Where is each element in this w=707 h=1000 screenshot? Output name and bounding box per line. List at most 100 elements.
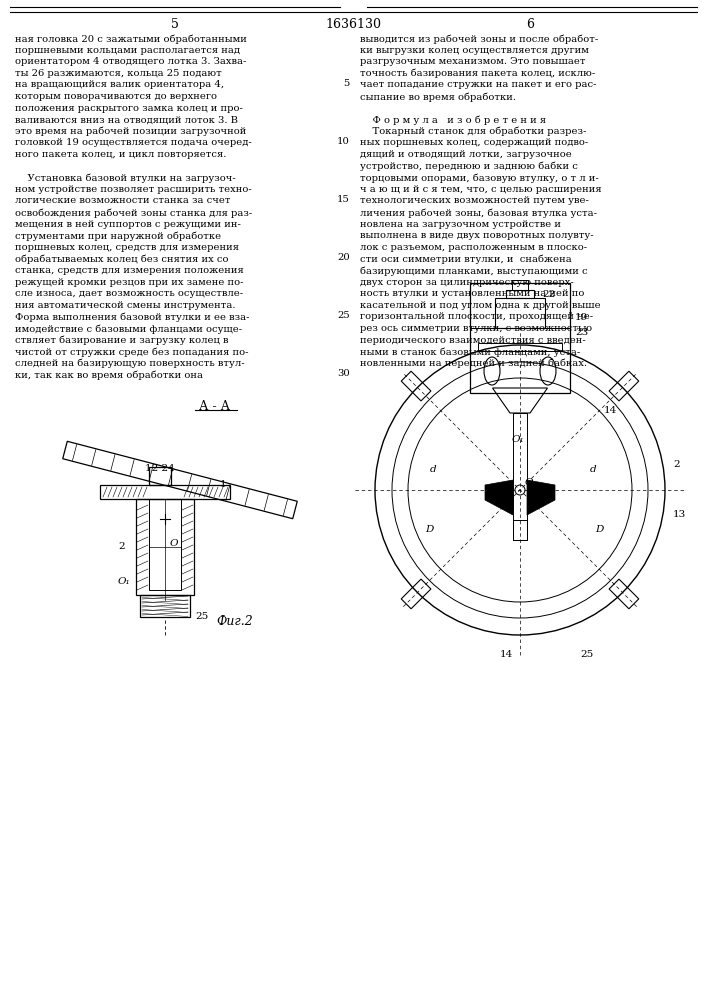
Bar: [140, 595, 190, 617]
Text: ки, так как во время обработки она: ки, так как во время обработки она: [15, 370, 203, 380]
Text: базирующими планками, выступающими с: базирующими планками, выступающими с: [360, 266, 588, 275]
Text: D: D: [425, 525, 433, 534]
Bar: [495, 298, 545, 328]
Text: технологических возможностей путем уве-: технологических возможностей путем уве-: [360, 196, 589, 205]
Text: сыпание во время обработки.: сыпание во время обработки.: [360, 92, 516, 102]
Text: ки выгрузки колец осуществляется другим: ки выгрузки колец осуществляется другим: [360, 46, 589, 55]
Text: 14: 14: [604, 406, 617, 415]
Text: 1636130: 1636130: [325, 18, 381, 31]
Text: 2: 2: [673, 460, 679, 469]
Text: разгрузочным механизмом. Это повышает: разгрузочным механизмом. Это повышает: [360, 57, 585, 66]
Text: ствляет базирование и загрузку колец в: ствляет базирование и загрузку колец в: [15, 336, 228, 345]
Text: O: O: [525, 478, 534, 487]
Text: сти оси симметрии втулки, и  снабжена: сти оси симметрии втулки, и снабжена: [360, 254, 572, 264]
Text: двух сторон за цилиндрическую поверх-: двух сторон за цилиндрическую поверх-: [360, 278, 574, 287]
Text: Форма выполнения базовой втулки и ее вза-: Форма выполнения базовой втулки и ее вза…: [15, 312, 250, 322]
Text: струментами при наружной обработке: струментами при наружной обработке: [15, 231, 221, 241]
Text: чистой от стружки среде без попадания по-: чистой от стружки среде без попадания по…: [15, 347, 248, 357]
Text: D: D: [595, 525, 603, 534]
Text: следней на базирующую поверхность втул-: следней на базирующую поверхность втул-: [15, 359, 245, 368]
Text: O₁: O₁: [512, 435, 525, 444]
Text: 2: 2: [118, 542, 124, 551]
Text: поршневых колец, средств для измерения: поршневых колец, средств для измерения: [15, 243, 239, 252]
Bar: [470, 283, 570, 393]
Text: 5: 5: [344, 79, 350, 88]
Bar: [100, 485, 230, 499]
Text: головкой 19 осуществляется подача очеред-: головкой 19 осуществляется подача очеред…: [15, 138, 252, 147]
Text: выводится из рабочей зоны и после обработ-: выводится из рабочей зоны и после обрабо…: [360, 34, 598, 43]
Text: 15: 15: [337, 195, 350, 204]
Text: Ф о р м у л а   и з о б р е т е н и я: Ф о р м у л а и з о б р е т е н и я: [360, 115, 546, 125]
Text: O: O: [170, 539, 178, 548]
Text: торцовыми опорами, базовую втулку, о т л и-: торцовыми опорами, базовую втулку, о т л…: [360, 173, 599, 183]
Text: А - А: А - А: [199, 400, 230, 413]
Text: ном устройстве позволяет расширить техно-: ном устройстве позволяет расширить техно…: [15, 185, 252, 194]
Text: d: d: [590, 465, 597, 474]
Text: устройство, переднюю и заднюю бабки с: устройство, переднюю и заднюю бабки с: [360, 162, 578, 171]
Bar: [512, 280, 528, 290]
Bar: [506, 290, 534, 298]
Text: периодического взаимодействия с введен-: периодического взаимодействия с введен-: [360, 336, 586, 345]
Polygon shape: [485, 480, 513, 515]
Bar: [149, 499, 181, 590]
Text: ность втулки и установленными на ней по: ность втулки и установленными на ней по: [360, 289, 585, 298]
Text: валиваются вниз на отводящий лоток 3. В: валиваются вниз на отводящий лоток 3. В: [15, 115, 238, 124]
Text: обрабатываемых колец без снятия их со: обрабатываемых колец без снятия их со: [15, 254, 228, 264]
Text: 6: 6: [526, 18, 534, 31]
Text: ч а ю щ и й с я тем, что, с целью расширения: ч а ю щ и й с я тем, что, с целью расшир…: [360, 185, 602, 194]
Bar: [149, 467, 171, 485]
Text: освобождения рабочей зоны станка для раз-: освобождения рабочей зоны станка для раз…: [15, 208, 252, 218]
Text: поршневыми кольцами располагается над: поршневыми кольцами располагается над: [15, 46, 240, 55]
Text: сле износа, дает возможность осуществле-: сле износа, дает возможность осуществле-: [15, 289, 243, 298]
Text: режущей кромки резцов при их замене по-: режущей кромки резцов при их замене по-: [15, 278, 243, 287]
Text: 5: 5: [171, 18, 179, 31]
Text: ния автоматической смены инструмента.: ния автоматической смены инструмента.: [15, 301, 235, 310]
Text: касательной и под углом одна к другой выше: касательной и под углом одна к другой вы…: [360, 301, 601, 310]
Text: 10: 10: [337, 137, 350, 146]
Text: 25: 25: [580, 650, 593, 659]
Text: чает попадание стружки на пакет и его рас-: чает попадание стружки на пакет и его ра…: [360, 80, 597, 89]
Bar: [136, 499, 194, 595]
Text: 30: 30: [337, 369, 350, 378]
Text: ного пакета колец, и цикл повторяется.: ного пакета колец, и цикл повторяется.: [15, 150, 226, 159]
Text: точность базирования пакета колец, исклю-: точность базирования пакета колец, исклю…: [360, 69, 595, 78]
Text: новленными на передней и задней бабках.: новленными на передней и задней бабках.: [360, 359, 587, 368]
Text: горизонтальной плоскости, проходящей че-: горизонтальной плоскости, проходящей че-: [360, 312, 593, 321]
Text: O₁: O₁: [118, 577, 131, 586]
Text: 25: 25: [195, 612, 209, 621]
Text: ная головка 20 с зажатыми обработанными: ная головка 20 с зажатыми обработанными: [15, 34, 247, 43]
Text: ных поршневых колец, содержащий подво-: ных поршневых колец, содержащий подво-: [360, 138, 588, 147]
Text: лок с разъемом, расположенным в плоско-: лок с разъемом, расположенным в плоско-: [360, 243, 587, 252]
Text: на вращающийся валик ориентатора 4,: на вращающийся валик ориентатора 4,: [15, 80, 224, 89]
Text: d: d: [430, 465, 437, 474]
Text: рез ось симметрии втулки, с возможностью: рез ось симметрии втулки, с возможностью: [360, 324, 592, 333]
Text: 12 24: 12 24: [145, 464, 175, 473]
Text: личения рабочей зоны, базовая втулка уста-: личения рабочей зоны, базовая втулка уст…: [360, 208, 597, 218]
Text: Фиг.2: Фиг.2: [216, 615, 253, 628]
Text: 23: 23: [575, 328, 588, 337]
Text: ориентатором 4 отводящего лотка 3. Захва-: ориентатором 4 отводящего лотка 3. Захва…: [15, 57, 246, 66]
Text: имодействие с базовыми фланцами осуще-: имодействие с базовыми фланцами осуще-: [15, 324, 242, 334]
Text: ными в станок базовыми фланцами, уста-: ными в станок базовыми фланцами, уста-: [360, 347, 580, 357]
Text: дящий и отводящий лотки, загрузочное: дящий и отводящий лотки, загрузочное: [360, 150, 572, 159]
Bar: [478, 343, 562, 351]
Polygon shape: [527, 480, 555, 515]
Text: 20: 20: [337, 253, 350, 262]
Bar: [513, 413, 527, 540]
Text: 22: 22: [542, 290, 555, 299]
Text: Установка базовой втулки на загрузоч-: Установка базовой втулки на загрузоч-: [15, 173, 235, 183]
Text: мещения в ней суппортов с режущими ин-: мещения в ней суппортов с режущими ин-: [15, 220, 241, 229]
Text: логические возможности станка за счет: логические возможности станка за счет: [15, 196, 230, 205]
Text: 19: 19: [575, 313, 588, 322]
Text: 1: 1: [220, 480, 227, 489]
Text: новлена на загрузочном устройстве и: новлена на загрузочном устройстве и: [360, 220, 561, 229]
Text: это время на рабочей позиции загрузочной: это время на рабочей позиции загрузочной: [15, 127, 246, 136]
Text: которым поворачиваются до верхнего: которым поворачиваются до верхнего: [15, 92, 217, 101]
Text: 25: 25: [337, 311, 350, 320]
Text: Токарный станок для обработки разрез-: Токарный станок для обработки разрез-: [360, 127, 586, 136]
Text: 13: 13: [673, 510, 686, 519]
Text: положения раскрытого замка колец и про-: положения раскрытого замка колец и про-: [15, 104, 243, 113]
Bar: [513, 520, 527, 540]
Text: ты 26 разжимаются, кольца 25 подают: ты 26 разжимаются, кольца 25 подают: [15, 69, 222, 78]
Text: станка, средств для измерения положения: станка, средств для измерения положения: [15, 266, 244, 275]
